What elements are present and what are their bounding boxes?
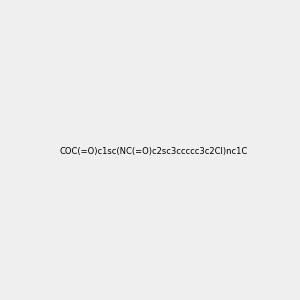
- Text: COC(=O)c1sc(NC(=O)c2sc3ccccc3c2Cl)nc1C: COC(=O)c1sc(NC(=O)c2sc3ccccc3c2Cl)nc1C: [60, 147, 248, 156]
